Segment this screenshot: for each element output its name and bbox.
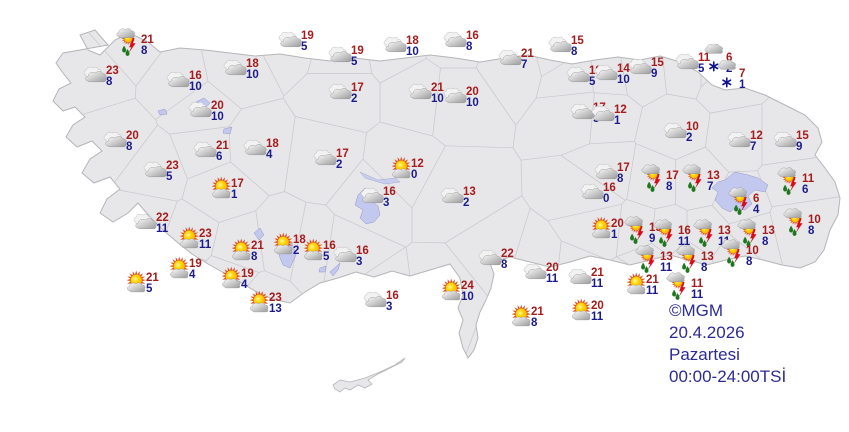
- svg-text:1: 1: [231, 189, 238, 201]
- svg-text:5: 5: [146, 283, 153, 295]
- svg-text:8: 8: [126, 141, 133, 153]
- svg-text:10: 10: [211, 111, 224, 123]
- svg-text:6: 6: [216, 151, 222, 163]
- svg-text:2: 2: [463, 197, 469, 209]
- svg-text:13: 13: [269, 303, 282, 315]
- svg-text:5: 5: [166, 171, 173, 183]
- svg-text:7: 7: [707, 181, 713, 193]
- svg-text:10: 10: [406, 46, 419, 58]
- svg-text:4: 4: [266, 149, 273, 161]
- svg-text:8: 8: [571, 46, 578, 58]
- svg-text:8: 8: [466, 41, 473, 53]
- svg-text:4: 4: [753, 204, 760, 216]
- svg-text:8: 8: [808, 225, 815, 237]
- svg-text:5: 5: [323, 251, 330, 263]
- svg-text:4: 4: [189, 269, 196, 281]
- svg-text:11: 11: [546, 273, 559, 285]
- svg-text:11: 11: [646, 285, 659, 297]
- svg-text:8: 8: [701, 262, 708, 274]
- svg-text:0: 0: [603, 193, 609, 205]
- svg-text:8: 8: [501, 259, 508, 271]
- svg-text:5: 5: [351, 56, 358, 68]
- svg-text:10: 10: [189, 81, 202, 93]
- svg-text:11: 11: [591, 278, 604, 290]
- svg-text:2: 2: [351, 93, 357, 105]
- svg-text:10: 10: [431, 93, 444, 105]
- svg-text:5: 5: [301, 41, 308, 53]
- svg-text:1: 1: [611, 229, 618, 241]
- svg-text:1: 1: [739, 79, 746, 91]
- svg-text:11: 11: [660, 262, 673, 274]
- svg-text:3: 3: [386, 301, 392, 313]
- svg-text:10: 10: [246, 69, 259, 81]
- svg-text:1: 1: [614, 115, 621, 127]
- svg-text:8: 8: [531, 317, 538, 329]
- svg-text:2: 2: [293, 245, 299, 257]
- svg-text:2: 2: [686, 132, 692, 144]
- svg-text:8: 8: [666, 181, 673, 193]
- svg-text:11: 11: [156, 223, 169, 235]
- svg-text:8: 8: [106, 76, 113, 88]
- svg-text:2: 2: [336, 159, 342, 171]
- svg-text:8: 8: [746, 256, 753, 268]
- svg-text:8: 8: [762, 236, 769, 248]
- svg-text:8: 8: [251, 251, 258, 263]
- svg-text:10: 10: [461, 291, 474, 303]
- svg-text:3: 3: [356, 256, 362, 268]
- svg-text:7: 7: [521, 59, 527, 71]
- svg-text:5: 5: [698, 63, 705, 75]
- svg-text:11: 11: [199, 239, 212, 251]
- svg-text:9: 9: [649, 233, 655, 245]
- svg-text:7: 7: [750, 141, 756, 153]
- svg-text:4: 4: [241, 279, 248, 291]
- svg-text:9: 9: [796, 141, 802, 153]
- svg-text:9: 9: [651, 68, 657, 80]
- svg-text:0: 0: [411, 169, 417, 181]
- svg-text:8: 8: [617, 173, 624, 185]
- svg-text:5: 5: [589, 76, 596, 88]
- svg-text:6: 6: [802, 184, 808, 196]
- svg-text:8: 8: [141, 45, 148, 57]
- svg-text:3: 3: [383, 197, 389, 209]
- svg-text:10: 10: [617, 74, 630, 86]
- svg-text:10: 10: [466, 97, 479, 109]
- svg-text:11: 11: [591, 311, 604, 323]
